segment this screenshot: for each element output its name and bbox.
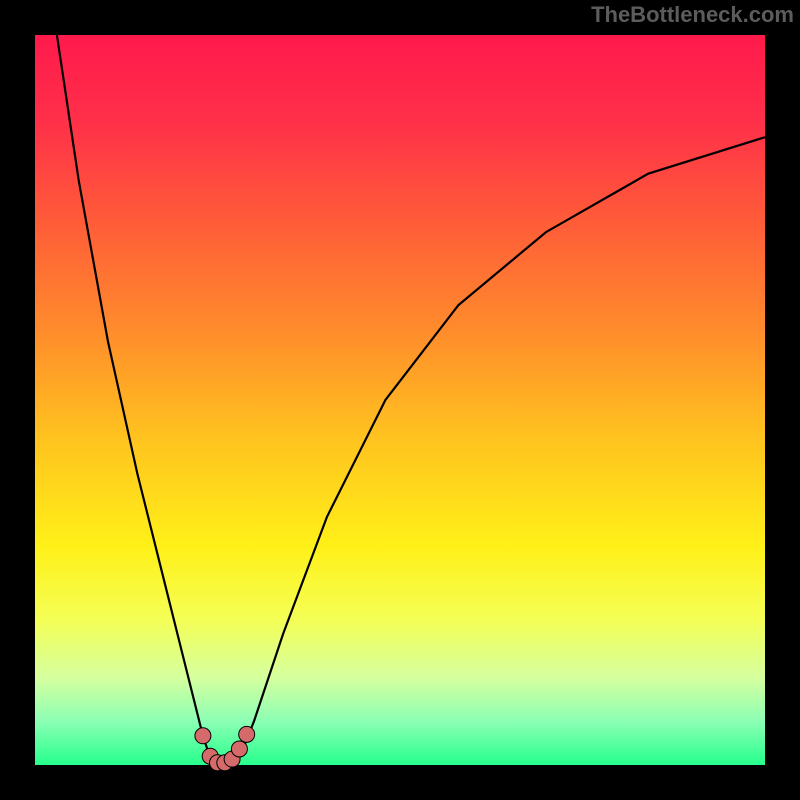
curve-left-branch (57, 35, 218, 765)
watermark-text: TheBottleneck.com (591, 2, 794, 28)
sweet-spot-marker (231, 741, 247, 757)
sweet-spot-marker (195, 728, 211, 744)
bottleneck-curve-overlay (0, 0, 800, 800)
figure-root: TheBottleneck.com (0, 0, 800, 800)
curve-right-branch (232, 137, 765, 765)
sweet-spot-marker (239, 726, 255, 742)
